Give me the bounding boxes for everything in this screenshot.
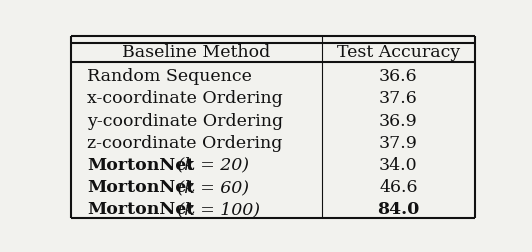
- Text: 37.6: 37.6: [379, 90, 418, 107]
- Text: 84.0: 84.0: [377, 201, 420, 218]
- Text: 37.9: 37.9: [379, 135, 418, 152]
- Text: MortonNet: MortonNet: [87, 201, 195, 218]
- Text: (k = 20): (k = 20): [172, 157, 250, 174]
- Text: 36.9: 36.9: [379, 113, 418, 130]
- Text: Test Accuracy: Test Accuracy: [337, 44, 460, 61]
- Text: MortonNet: MortonNet: [87, 157, 195, 174]
- Text: y-coordinate Ordering: y-coordinate Ordering: [87, 113, 283, 130]
- Text: z-coordinate Ordering: z-coordinate Ordering: [87, 135, 282, 152]
- Text: Baseline Method: Baseline Method: [122, 44, 270, 61]
- Text: (k = 60): (k = 60): [172, 179, 250, 196]
- Text: 36.6: 36.6: [379, 68, 418, 85]
- Text: (k = 100): (k = 100): [172, 201, 260, 218]
- Text: 46.6: 46.6: [379, 179, 418, 196]
- Text: Random Sequence: Random Sequence: [87, 68, 252, 85]
- Text: MortonNet: MortonNet: [87, 179, 195, 196]
- Text: x-coordinate Ordering: x-coordinate Ordering: [87, 90, 283, 107]
- Text: 34.0: 34.0: [379, 157, 418, 174]
